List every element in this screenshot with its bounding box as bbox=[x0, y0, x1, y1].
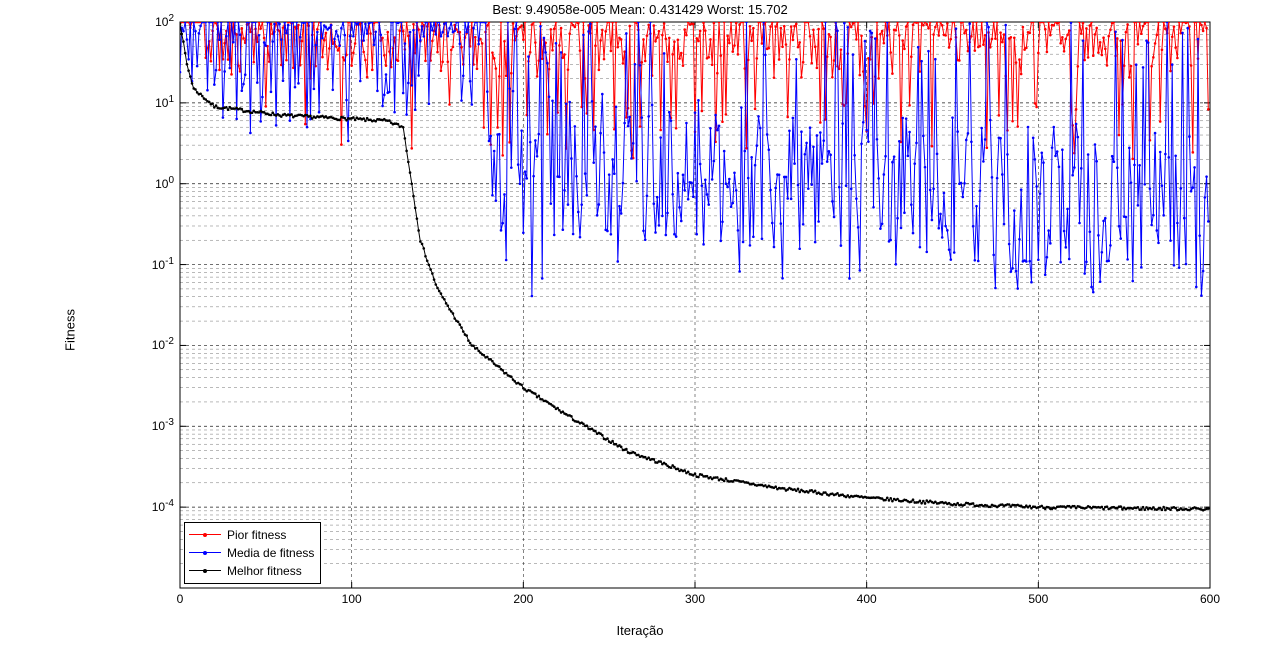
legend-item: Pior fitness bbox=[189, 526, 314, 544]
x-tick-label: 0 bbox=[168, 592, 192, 606]
legend-label: Melhor fitness bbox=[227, 564, 302, 578]
y-tick-label: 101 bbox=[155, 94, 174, 110]
y-tick-label: 10-4 bbox=[152, 498, 174, 514]
x-tick-label: 100 bbox=[340, 592, 364, 606]
y-tick-label: 100 bbox=[155, 175, 174, 191]
x-tick-label: 500 bbox=[1026, 592, 1050, 606]
legend-label: Pior fitness bbox=[227, 528, 286, 542]
legend-label: Media de fitness bbox=[227, 546, 314, 560]
legend-swatch bbox=[189, 547, 221, 559]
legend-swatch bbox=[189, 529, 221, 541]
legend: Pior fitness Media de fitness Melhor fitne… bbox=[184, 522, 321, 584]
chart-container: Best: 9.49058e-005 Mean: 0.431429 Worst:… bbox=[0, 0, 1280, 660]
legend-item: Media de fitness bbox=[189, 544, 314, 562]
x-tick-label: 400 bbox=[855, 592, 879, 606]
y-tick-label: 102 bbox=[155, 13, 174, 29]
y-tick-label: 10-2 bbox=[152, 336, 174, 352]
y-tick-label: 10-1 bbox=[152, 256, 174, 272]
x-tick-label: 200 bbox=[511, 592, 535, 606]
x-tick-label: 600 bbox=[1198, 592, 1222, 606]
legend-swatch bbox=[189, 565, 221, 577]
legend-item: Melhor fitness bbox=[189, 562, 314, 580]
x-tick-label: 300 bbox=[683, 592, 707, 606]
y-tick-label: 10-3 bbox=[152, 417, 174, 433]
